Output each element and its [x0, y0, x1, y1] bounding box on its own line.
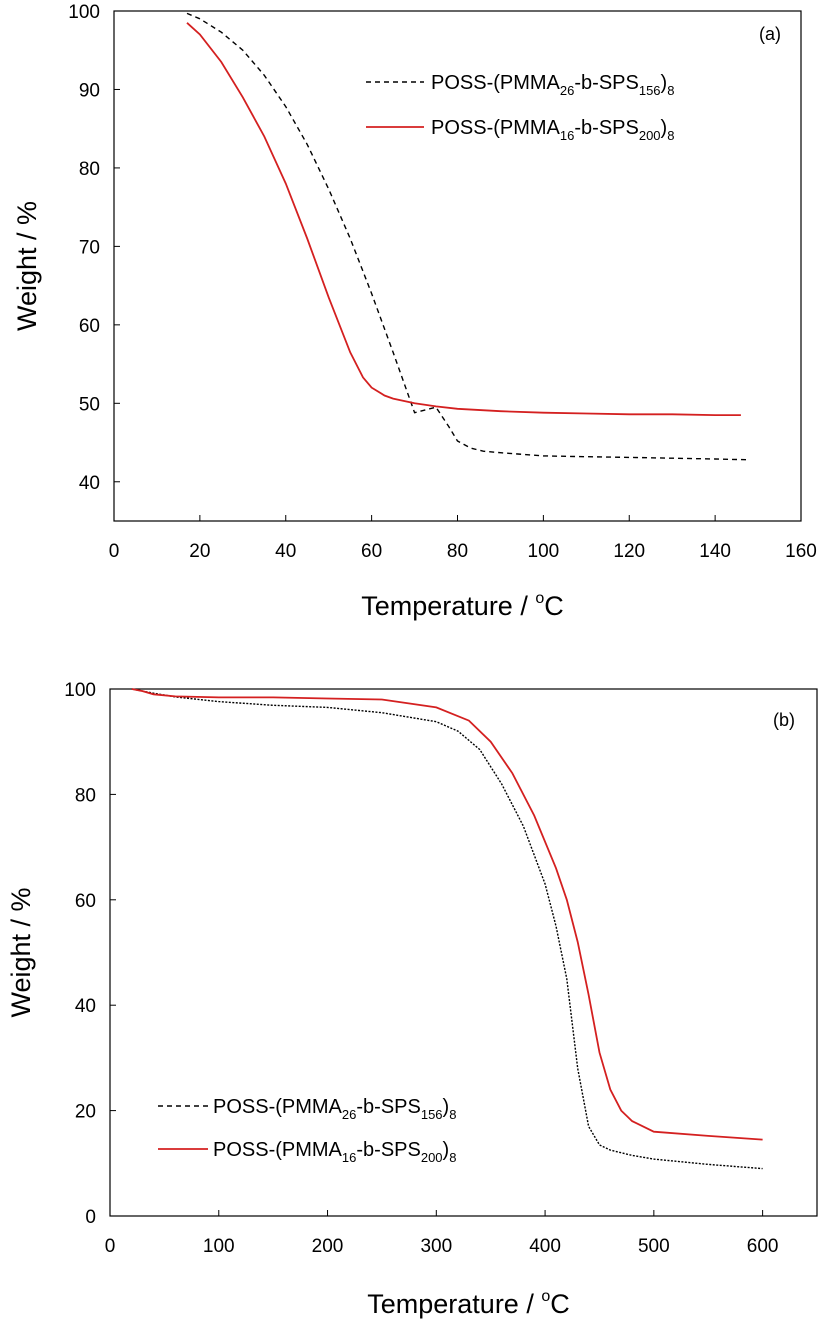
legend-label-part: 26 — [560, 83, 574, 98]
legend-label-part: ) — [661, 117, 668, 139]
legend-label-part: ) — [661, 72, 668, 94]
legend-label-part: 16 — [342, 1150, 356, 1165]
y-tick-label: 50 — [79, 394, 100, 415]
x-axis-label: Temperature / oC — [361, 590, 563, 621]
legend-label-part: 8 — [449, 1107, 456, 1122]
y-tick-label: 40 — [75, 996, 96, 1017]
chart-panel-b: 0 100 200 300 400 500 600 0 20 40 60 80 100 POSS-(PMM… — [6, 680, 818, 1319]
x-tick-label: 60 — [361, 541, 382, 562]
legend-label-0: POSS-(PMMA26-b-SPS156)8 — [431, 72, 674, 98]
x-tick-label: 200 — [312, 1236, 344, 1257]
x-tick-label: 600 — [747, 1236, 779, 1257]
legend-label-part: ) — [443, 1139, 450, 1161]
x-axis-label-degree: o — [541, 1288, 550, 1305]
series-line-0 — [131, 688, 763, 1170]
x-tick-label: 20 — [189, 541, 210, 562]
x-tick-label: 80 — [447, 541, 468, 562]
y-tick-label: 60 — [79, 316, 100, 337]
y-tick-label: 80 — [79, 159, 100, 180]
series-line-0 — [186, 12, 750, 461]
x-axis-label-unit: C — [544, 591, 564, 621]
legend-label-part: POSS-(PMMA — [213, 1096, 343, 1118]
legend-label-part: 16 — [560, 128, 574, 143]
legend-label-part: POSS-(PMMA — [431, 117, 561, 139]
y-tick-label: 100 — [68, 2, 100, 23]
legend-label-part: -b-SPS — [356, 1139, 420, 1161]
panel-label: (a) — [759, 24, 781, 44]
legend-label-part: 26 — [342, 1107, 356, 1122]
chart-panel-a: 0 20 40 60 80 100 120 140 160 40 50 60 70 80 90 100 POSS… — [12, 2, 817, 621]
legend-label-1: POSS-(PMMA16-b-SPS200)8 — [213, 1139, 456, 1165]
x-tick-label: 120 — [613, 541, 645, 562]
x-tick-label: 100 — [203, 1236, 235, 1257]
x-tick-label: 40 — [275, 541, 296, 562]
legend-label-1: POSS-(PMMA16-b-SPS200)8 — [431, 117, 674, 143]
y-tick-label: 80 — [75, 785, 96, 806]
x-tick-label: 100 — [528, 541, 560, 562]
y-tick-label: 60 — [75, 891, 96, 912]
y-tick-label: 0 — [85, 1207, 96, 1228]
x-axis-label-degree: o — [535, 590, 544, 607]
x-tick-label: 500 — [638, 1236, 670, 1257]
x-tick-label: 0 — [105, 1236, 116, 1257]
legend-label-part: -b-SPS — [356, 1096, 420, 1118]
y-tick-label: 90 — [79, 80, 100, 101]
y-axis-label: Weight / % — [12, 201, 42, 331]
x-axis-label-text: Temperature / — [361, 591, 535, 621]
legend-label-part: 8 — [667, 128, 674, 143]
legend-label-part: 200 — [639, 128, 661, 143]
legend-label-part: ) — [443, 1096, 450, 1118]
x-axis-label-unit: C — [550, 1289, 570, 1319]
x-tick-label: 140 — [699, 541, 731, 562]
legend-label-part: 8 — [667, 83, 674, 98]
legend-label-part: 156 — [639, 83, 661, 98]
legend-label-part: 156 — [421, 1107, 443, 1122]
x-axis-label-text: Temperature / — [367, 1289, 541, 1319]
series-line-1 — [131, 688, 763, 1141]
y-axis-label: Weight / % — [6, 887, 36, 1017]
legend-label-part: POSS-(PMMA — [213, 1139, 343, 1161]
legend-label-part: 200 — [421, 1150, 443, 1165]
x-tick-label: 160 — [785, 541, 817, 562]
x-tick-label: 400 — [529, 1236, 561, 1257]
panel-label: (b) — [773, 710, 795, 730]
x-tick-label: 0 — [109, 541, 120, 562]
legend-label-part: POSS-(PMMA — [431, 72, 561, 94]
legend-label-part: -b-SPS — [574, 117, 638, 139]
legend-label-part: -b-SPS — [574, 72, 638, 94]
y-tick-label: 70 — [79, 237, 100, 258]
legend-label-part: 8 — [449, 1150, 456, 1165]
x-axis-label: Temperature / oC — [367, 1288, 569, 1319]
legend-label-0: POSS-(PMMA26-b-SPS156)8 — [213, 1096, 456, 1122]
y-tick-label: 40 — [79, 473, 100, 494]
plot-frame — [109, 688, 818, 1217]
series-line-1 — [186, 22, 741, 417]
y-tick-label: 100 — [64, 680, 96, 701]
y-tick-label: 20 — [75, 1102, 96, 1123]
x-tick-label: 300 — [420, 1236, 452, 1257]
